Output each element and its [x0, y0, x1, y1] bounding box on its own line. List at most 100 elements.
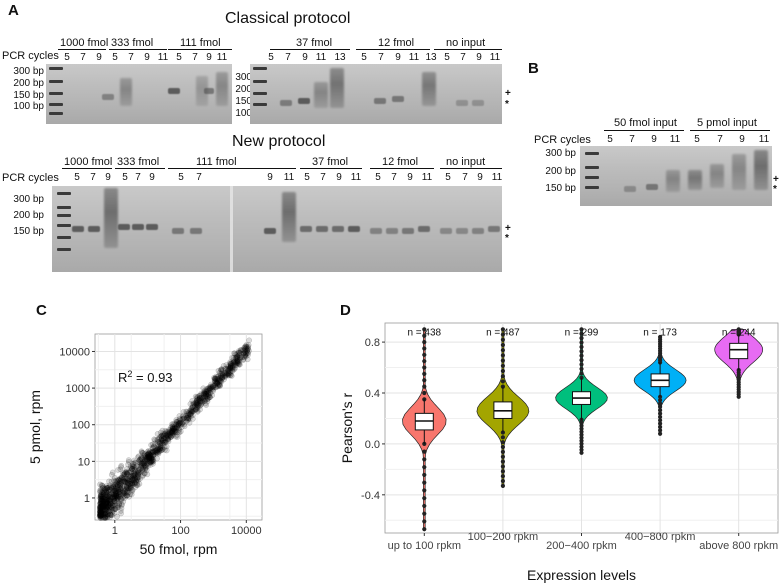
scatter-point: [150, 457, 156, 463]
scatter-point: [97, 508, 104, 514]
scatter-point: [217, 383, 223, 389]
scatter-point: [245, 343, 252, 350]
scatter-point: [184, 415, 190, 422]
scatter-point: [126, 469, 132, 476]
scatter-point: [97, 493, 104, 500]
scatter-point: [168, 428, 174, 435]
scatter-point: [242, 343, 249, 350]
scatter-point: [102, 503, 109, 510]
scatter-point: [222, 370, 229, 377]
scatter-point: [102, 511, 109, 517]
scatter-point: [140, 472, 146, 479]
scatter-point: [112, 478, 118, 485]
scatter-point: [160, 439, 167, 446]
scatter-point: [97, 495, 104, 502]
new-protocol-title: New protocol: [232, 133, 326, 150]
scatter-point: [138, 461, 145, 467]
scatter-point: [107, 512, 114, 518]
scatter-point: [100, 500, 107, 507]
scatter-point: [165, 433, 171, 440]
scatter-point: [204, 393, 211, 400]
scatter-point: [225, 365, 232, 372]
outlier-point: [658, 394, 663, 399]
scatter-point: [245, 342, 252, 348]
outlier-point: [500, 459, 505, 464]
scatter-point: [176, 416, 183, 422]
scatter-point: [102, 486, 109, 493]
scatter-point: [161, 438, 168, 445]
scatter-point: [137, 462, 144, 469]
scatter-point: [115, 487, 122, 493]
scatter-point: [144, 457, 151, 463]
scatter-point: [165, 430, 172, 437]
scatter-point: [97, 505, 104, 511]
scatter-point: [117, 476, 123, 482]
scatter-point: [154, 449, 160, 456]
scatter-point: [97, 505, 103, 512]
scatter-point: [100, 491, 107, 498]
scatter-point: [154, 448, 160, 454]
scatter-point: [154, 442, 161, 449]
scatter-point: [216, 381, 223, 388]
scatter-point: [222, 370, 229, 376]
scatter-point: [142, 456, 149, 462]
scatter-point: [211, 382, 218, 388]
scatter-point: [120, 489, 127, 495]
panel-c-y-tick-label: 1: [84, 493, 90, 505]
scatter-point: [171, 424, 178, 430]
scatter-point: [159, 435, 165, 442]
scatter-point: [240, 347, 247, 354]
scatter-point: [127, 491, 134, 497]
scatter-point: [211, 374, 217, 381]
scatter-point: [117, 481, 124, 488]
scatter-point: [230, 365, 236, 372]
scatter-point: [158, 440, 165, 447]
scatter-point: [105, 500, 112, 507]
scatter-point: [101, 488, 108, 495]
scatter-point: [153, 449, 160, 456]
scatter-point: [240, 350, 247, 357]
scatter-point: [137, 475, 143, 482]
scatter-point: [98, 494, 105, 501]
scatter-point: [220, 363, 227, 369]
scatter-point: [230, 359, 237, 366]
scatter-point: [117, 481, 124, 488]
scatter-point: [164, 433, 170, 439]
scatter-point: [147, 452, 154, 459]
outlier-point: [422, 449, 427, 454]
scatter-point: [103, 504, 110, 511]
scatter-point: [205, 390, 211, 397]
scatter-point: [210, 388, 217, 394]
scatter-point: [109, 505, 115, 512]
outlier-point: [736, 330, 741, 335]
scatter-point: [135, 468, 141, 475]
scatter-point: [117, 478, 123, 484]
scatter-point: [131, 473, 138, 479]
scatter-point: [129, 487, 136, 493]
scatter-point: [99, 511, 106, 517]
scatter-point: [122, 469, 129, 476]
scatter-point: [207, 394, 213, 400]
panel-b-ladder-150bp: 150 bp: [545, 183, 576, 194]
scatter-point: [140, 450, 146, 456]
outlier-point: [658, 337, 663, 342]
scatter-point: [149, 449, 156, 455]
scatter-point: [229, 354, 235, 361]
scatter-point: [166, 428, 173, 435]
scatter-point: [103, 500, 109, 506]
scatter-point: [142, 465, 149, 471]
scatter-point: [189, 408, 195, 414]
scatter-point: [218, 378, 225, 385]
scatter-point: [109, 507, 116, 514]
classical-ladder-200-mid: 200: [235, 84, 252, 95]
scatter-point: [234, 354, 240, 361]
classical-pcr-cycles-label: PCR cycles: [2, 50, 59, 62]
scatter-point: [203, 390, 210, 397]
scatter-point: [244, 350, 251, 357]
scatter-point: [217, 377, 224, 384]
scatter-point: [100, 494, 106, 500]
scatter-point: [205, 393, 212, 399]
scatter-point: [193, 404, 200, 411]
scatter-point: [224, 371, 230, 378]
scatter-point: [166, 433, 172, 440]
